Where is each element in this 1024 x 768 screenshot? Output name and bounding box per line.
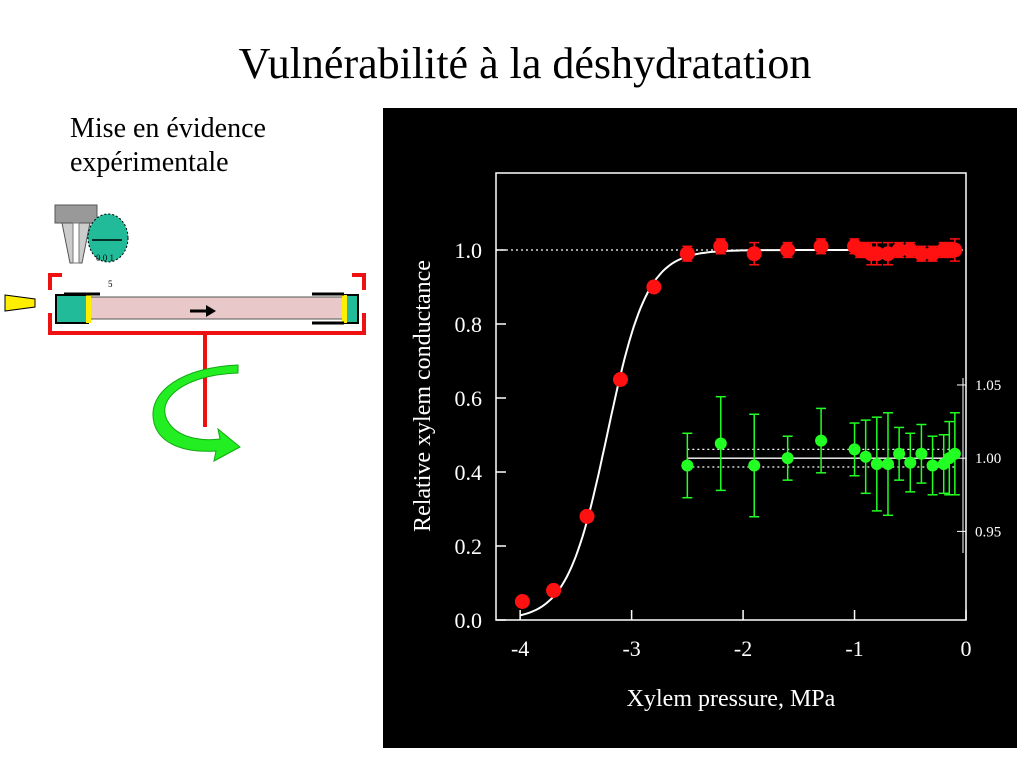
control-point: [870, 458, 883, 471]
gauge-icon: 0 0 1 5: [87, 213, 129, 289]
rotation-arrow-icon: [152, 364, 241, 462]
control-point: [881, 458, 894, 471]
conductance-point: [913, 246, 929, 262]
right-tick-label: 1.00: [975, 451, 1001, 467]
control-point: [748, 459, 761, 472]
conductance-point: [869, 246, 885, 262]
conductance-point: [646, 279, 662, 295]
plot-frame: [495, 172, 967, 621]
control-point: [815, 434, 828, 447]
conductance-point: [947, 242, 963, 258]
stem-segment: [87, 296, 347, 320]
y-tick-label: 0.4: [455, 460, 483, 485]
conductance-point: [514, 594, 530, 609]
vulnerability-curve-chart: -4 -3 -2 -1 00.00.20.40.60.81.01.051.000.95 …: [410, 172, 1001, 712]
conductance-point: [679, 246, 695, 262]
subtitle-line-2: expérimentale: [70, 147, 229, 178]
control-point: [893, 447, 906, 460]
conductance-point: [780, 242, 796, 258]
gauge-sub-label: 5: [108, 279, 113, 289]
y-tick-label: 0.2: [455, 534, 483, 559]
control-point: [714, 437, 727, 450]
slide-subtitle: Mise en évidence expérimentale: [70, 112, 266, 180]
control-point: [781, 452, 794, 465]
x-tick-label: -3: [622, 636, 640, 661]
right-tick-label: 0.95: [975, 524, 1001, 540]
apparatus-diagram: 0 0 1 5: [4, 204, 366, 462]
x-tick-label: 0: [961, 636, 972, 661]
control-point: [915, 447, 928, 460]
y-tick-label: 0.6: [455, 386, 483, 411]
subtitle-line-1: Mise en évidence: [70, 113, 266, 144]
conductance-point: [891, 242, 907, 258]
y-tick-label: 0.0: [455, 608, 483, 633]
conductance-point: [579, 508, 595, 524]
control-point: [681, 459, 694, 472]
control-point: [948, 447, 961, 460]
right-tick-label: 1.05: [975, 378, 1001, 394]
control-point: [926, 459, 939, 472]
conductance-point: [746, 246, 762, 262]
x-tick-label: -4: [511, 636, 529, 661]
conductance-point: [612, 372, 628, 387]
x-tick-label: -1: [845, 636, 863, 661]
y-tick-label: 0.8: [455, 312, 483, 337]
conductance-point: [813, 238, 829, 254]
light-source-icon: [4, 294, 36, 312]
conductance-point: [713, 238, 729, 254]
slide-title: Vulnérabilité à la déshydratation: [238, 39, 812, 88]
y-axis-label: Relative xylem conductance: [410, 260, 436, 532]
control-point: [848, 443, 861, 456]
gauge-label: 0 0 1: [96, 253, 114, 263]
flow-arrow-icon: [190, 305, 216, 317]
y-tick-label: 1.0: [455, 238, 483, 263]
x-axis-label: Xylem pressure, MPa: [627, 686, 836, 712]
x-tick-label: -2: [734, 636, 752, 661]
control-point: [904, 456, 917, 469]
chart-panel: -4 -3 -2 -1 0 0.0 0.2 0.4 0.6 0.8 1.0 1.05 1.00 0.95 …: [383, 108, 1017, 748]
pressure-chamber-icon: [54, 204, 98, 264]
control-point: [859, 450, 872, 463]
conductance-point: [546, 582, 562, 598]
